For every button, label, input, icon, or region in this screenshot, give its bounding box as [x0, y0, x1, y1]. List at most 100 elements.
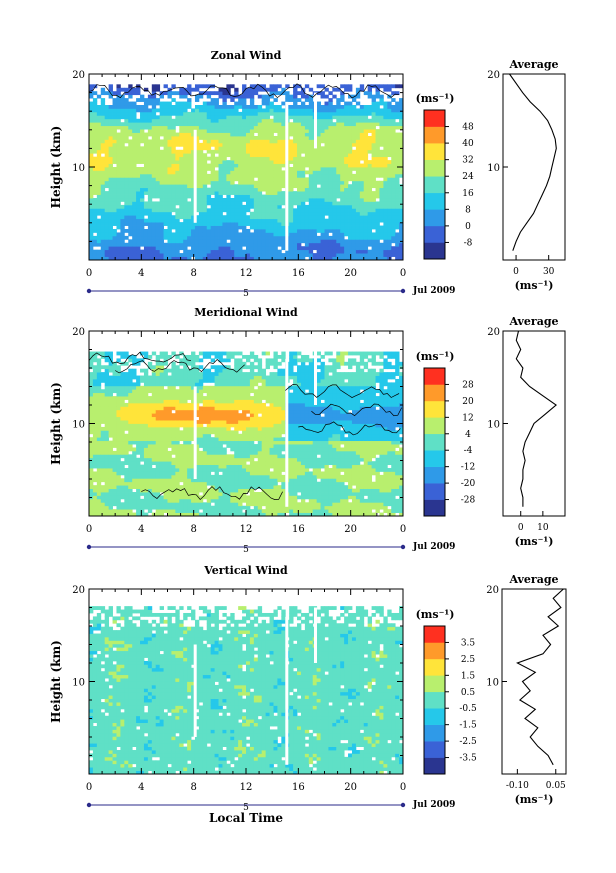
heatmap-cell	[112, 239, 117, 244]
heatmap-cell	[179, 94, 184, 99]
heatmap-cell	[249, 232, 255, 237]
heatmap-cell	[140, 105, 145, 109]
heatmap-cell	[395, 246, 400, 251]
heatmap-cell	[383, 218, 388, 223]
heatmap-cell	[238, 163, 243, 168]
heatmap-cell	[269, 101, 274, 106]
heatmap-cell	[171, 444, 176, 448]
heatmap-cell	[116, 426, 121, 431]
heatmap-cell	[159, 229, 164, 233]
heatmap-cell	[312, 232, 318, 237]
heatmap-cell	[324, 194, 329, 199]
heatmap-cell	[96, 149, 102, 154]
heatmap-cell	[328, 211, 333, 216]
heatmap-cell	[359, 129, 365, 133]
heatmap-cell	[116, 485, 121, 489]
heatmap-cell	[89, 198, 94, 202]
heatmap-cell	[194, 142, 200, 147]
heatmap-cell	[230, 139, 235, 144]
heatmap-cell	[116, 457, 121, 462]
heatmap-cell	[328, 208, 333, 213]
heatmap-cell	[104, 201, 110, 206]
heatmap-cell	[124, 122, 129, 127]
heatmap-cell	[218, 184, 223, 189]
heatmap-cell	[128, 222, 133, 226]
heatmap-cell	[116, 153, 121, 158]
heatmap-cell	[96, 413, 102, 418]
heatmap-cell	[285, 253, 290, 257]
heatmap-cell	[316, 246, 321, 251]
heatmap-cell	[348, 201, 353, 206]
heatmap-cell	[171, 170, 176, 175]
heatmap-cell	[179, 201, 184, 206]
heatmap-cell	[355, 142, 361, 147]
heatmap-cell	[340, 177, 345, 182]
heatmap-cell	[273, 235, 278, 240]
heatmap-cell	[187, 502, 192, 507]
heatmap-cell	[132, 211, 137, 216]
heatmap-cell	[297, 232, 302, 237]
heatmap-cell	[340, 256, 345, 261]
heatmap-cell	[179, 163, 184, 168]
heatmap-cell	[147, 187, 153, 192]
heatmap-cell	[289, 194, 294, 199]
heatmap-cell	[348, 142, 353, 147]
heatmap-cell	[120, 215, 125, 220]
heatmap-cell	[140, 392, 145, 397]
heatmap-cell	[226, 122, 231, 127]
heatmap-cell	[289, 215, 294, 220]
heatmap-cell	[140, 416, 145, 421]
heatmap-cell	[163, 108, 168, 113]
heatmap-cell	[183, 222, 188, 226]
heatmap-cell	[171, 232, 176, 237]
heatmap-cell	[112, 378, 117, 383]
heatmap-cell	[155, 249, 161, 254]
heatmap-cell	[340, 149, 345, 154]
heatmap-cell	[120, 204, 125, 209]
heatmap-cell	[163, 218, 168, 223]
heatmap-cell	[324, 129, 329, 133]
heatmap-cell	[383, 239, 388, 244]
heatmap-cell	[324, 198, 329, 202]
heatmap-cell	[120, 461, 125, 466]
heatmap-cell	[375, 229, 380, 233]
heatmap-cell	[104, 368, 110, 373]
heatmap-cell	[187, 111, 192, 116]
heatmap-cell	[265, 211, 270, 216]
heatmap-cell	[171, 498, 176, 503]
heatmap-cell	[265, 184, 270, 189]
heatmap-cell	[379, 98, 384, 102]
heatmap-cell	[140, 204, 145, 209]
heatmap-cell	[151, 406, 157, 411]
heatmap-cell	[96, 430, 102, 435]
heatmap-cell	[332, 136, 337, 140]
heatmap-cell	[136, 426, 141, 431]
heatmap-cell	[257, 232, 263, 237]
heatmap-cell	[351, 235, 357, 240]
heatmap-cell	[265, 246, 270, 251]
heatmap-cell	[242, 204, 247, 209]
heatmap-cell	[191, 208, 196, 213]
heatmap-cell	[167, 125, 172, 130]
heatmap-cell	[140, 464, 145, 469]
heatmap-cell	[159, 382, 164, 387]
heatmap-cell	[183, 204, 188, 209]
heatmap-cell	[132, 512, 137, 517]
heatmap-cell	[234, 242, 239, 247]
heatmap-cell	[187, 136, 192, 140]
heatmap-cell	[312, 191, 318, 195]
heatmap-cell	[92, 396, 98, 400]
heatmap-cell	[194, 136, 200, 140]
heatmap-cell	[183, 430, 188, 435]
heatmap-cell	[128, 201, 133, 206]
heatmap-cell	[128, 471, 133, 476]
heatmap-cell	[218, 167, 223, 171]
heatmap-cell	[151, 142, 157, 147]
heatmap-cell	[89, 440, 94, 445]
heatmap-cell	[269, 218, 274, 223]
heatmap-cell	[167, 208, 172, 213]
heatmap-cell	[214, 191, 219, 195]
heatmap-cell	[163, 430, 168, 435]
heatmap-cell	[191, 201, 196, 206]
heatmap-cell	[332, 170, 337, 175]
